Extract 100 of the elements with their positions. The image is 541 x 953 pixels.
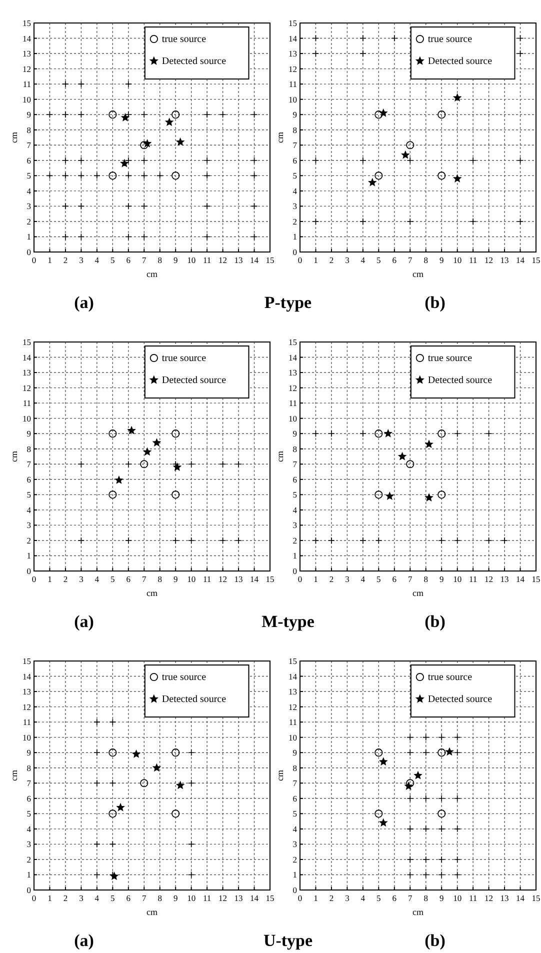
y-tick-label: 4 — [292, 504, 298, 515]
x-axis-title: cm — [146, 269, 158, 279]
y-tick-label: 8 — [292, 762, 297, 773]
point — [140, 779, 148, 788]
y-tick-label: 9 — [26, 110, 31, 120]
point — [386, 492, 394, 500]
point — [438, 871, 445, 878]
point — [188, 537, 195, 544]
point — [94, 780, 100, 787]
x-tick-label: 15 — [532, 893, 540, 903]
x-tick-label: 4 — [94, 255, 100, 265]
y-tick-label: 5 — [26, 808, 31, 819]
x-tick-label: 9 — [439, 255, 444, 265]
point — [143, 448, 152, 456]
y-tick-label: 14 — [22, 671, 32, 682]
point — [78, 111, 85, 118]
x-tick-label: 2 — [63, 255, 68, 265]
point — [454, 856, 461, 863]
point — [125, 460, 132, 468]
y-tick-label: 12 — [22, 382, 31, 393]
y-tick-label: 3 — [292, 839, 297, 850]
y-tick-label: 15 — [22, 656, 31, 666]
x-tick-label: 6 — [126, 893, 131, 903]
y-tick-label: 9 — [292, 110, 297, 120]
y-tick-label: 4 — [26, 504, 32, 515]
text: (b) — [424, 612, 446, 631]
point — [62, 157, 69, 164]
point — [78, 537, 85, 544]
y-tick-label: 8 — [292, 124, 297, 135]
y-tick-label: 8 — [26, 762, 31, 773]
point — [406, 779, 414, 788]
point — [406, 856, 414, 863]
point — [94, 840, 100, 848]
y-tick-label: 10 — [288, 94, 297, 104]
y-tick-label: 12 — [22, 64, 31, 74]
point — [422, 795, 430, 802]
text: (b) — [424, 293, 446, 312]
legend-label: true source — [162, 34, 207, 45]
y-tick-label: 10 — [288, 413, 297, 424]
point — [108, 748, 117, 757]
x-tick-label: 10 — [453, 893, 462, 903]
x-tick-label: 5 — [110, 893, 115, 903]
y-tick-label: 5 — [26, 170, 31, 181]
point — [172, 110, 180, 119]
legend-label: true source — [162, 672, 207, 683]
y-tick-label: 3 — [26, 839, 31, 850]
point — [250, 233, 258, 240]
point — [422, 734, 430, 741]
y-tick-label: 15 — [22, 337, 31, 347]
x-tick-label: 2 — [329, 255, 334, 265]
y-tick-label: 1 — [292, 550, 297, 561]
y-tick-label: 13 — [22, 48, 31, 59]
y-tick-label: 7 — [292, 778, 297, 788]
x-axis-title: cm — [146, 907, 158, 917]
x-tick-label: 12 — [484, 574, 494, 584]
point — [438, 537, 445, 544]
x-tick-label: 12 — [218, 255, 228, 265]
point — [374, 172, 383, 180]
legend-label: Detected source — [162, 56, 227, 67]
x-tick-label: 10 — [453, 574, 462, 584]
x-tick-label: 6 — [126, 255, 131, 265]
point — [328, 537, 335, 544]
legend-label: Detected source — [428, 375, 493, 386]
point — [62, 202, 69, 210]
point — [172, 537, 179, 544]
x-tick-label: 4 — [360, 893, 366, 903]
y-tick-label: 3 — [292, 201, 297, 212]
point — [406, 460, 414, 468]
x-tick-label: 1 — [48, 574, 52, 584]
y-tick-label: 7 — [26, 140, 31, 150]
legend-label: Detected source — [428, 56, 493, 67]
x-tick-label: 13 — [500, 574, 509, 584]
point — [94, 718, 100, 726]
y-tick-label: 14 — [288, 33, 298, 44]
x-tick-label: 6 — [126, 574, 131, 584]
point — [108, 172, 117, 180]
point — [470, 157, 476, 164]
y-tick-label: 0 — [292, 247, 297, 257]
point — [406, 795, 414, 802]
text: (a) — [74, 612, 94, 631]
point — [368, 178, 376, 186]
x-tick-label: 6 — [392, 893, 397, 903]
point — [165, 118, 174, 126]
x-tick-label: 9 — [173, 574, 178, 584]
y-tick-label: 5 — [292, 808, 297, 819]
y-tick-label: 4 — [292, 186, 298, 196]
point — [438, 748, 446, 757]
y-tick-label: 2 — [26, 216, 31, 226]
point — [374, 110, 383, 119]
x-tick-label: 14 — [516, 574, 526, 584]
y-tick-label: 0 — [292, 566, 297, 576]
y-axis-title: cm — [275, 451, 285, 462]
y-tick-label: 13 — [22, 368, 31, 378]
y-tick-label: 11 — [288, 398, 297, 408]
y-tick-label: 11 — [288, 717, 297, 728]
y-tick-label: 13 — [22, 686, 31, 697]
point — [406, 749, 414, 756]
y-tick-label: 12 — [288, 702, 297, 712]
point — [454, 734, 461, 741]
point — [156, 172, 164, 180]
